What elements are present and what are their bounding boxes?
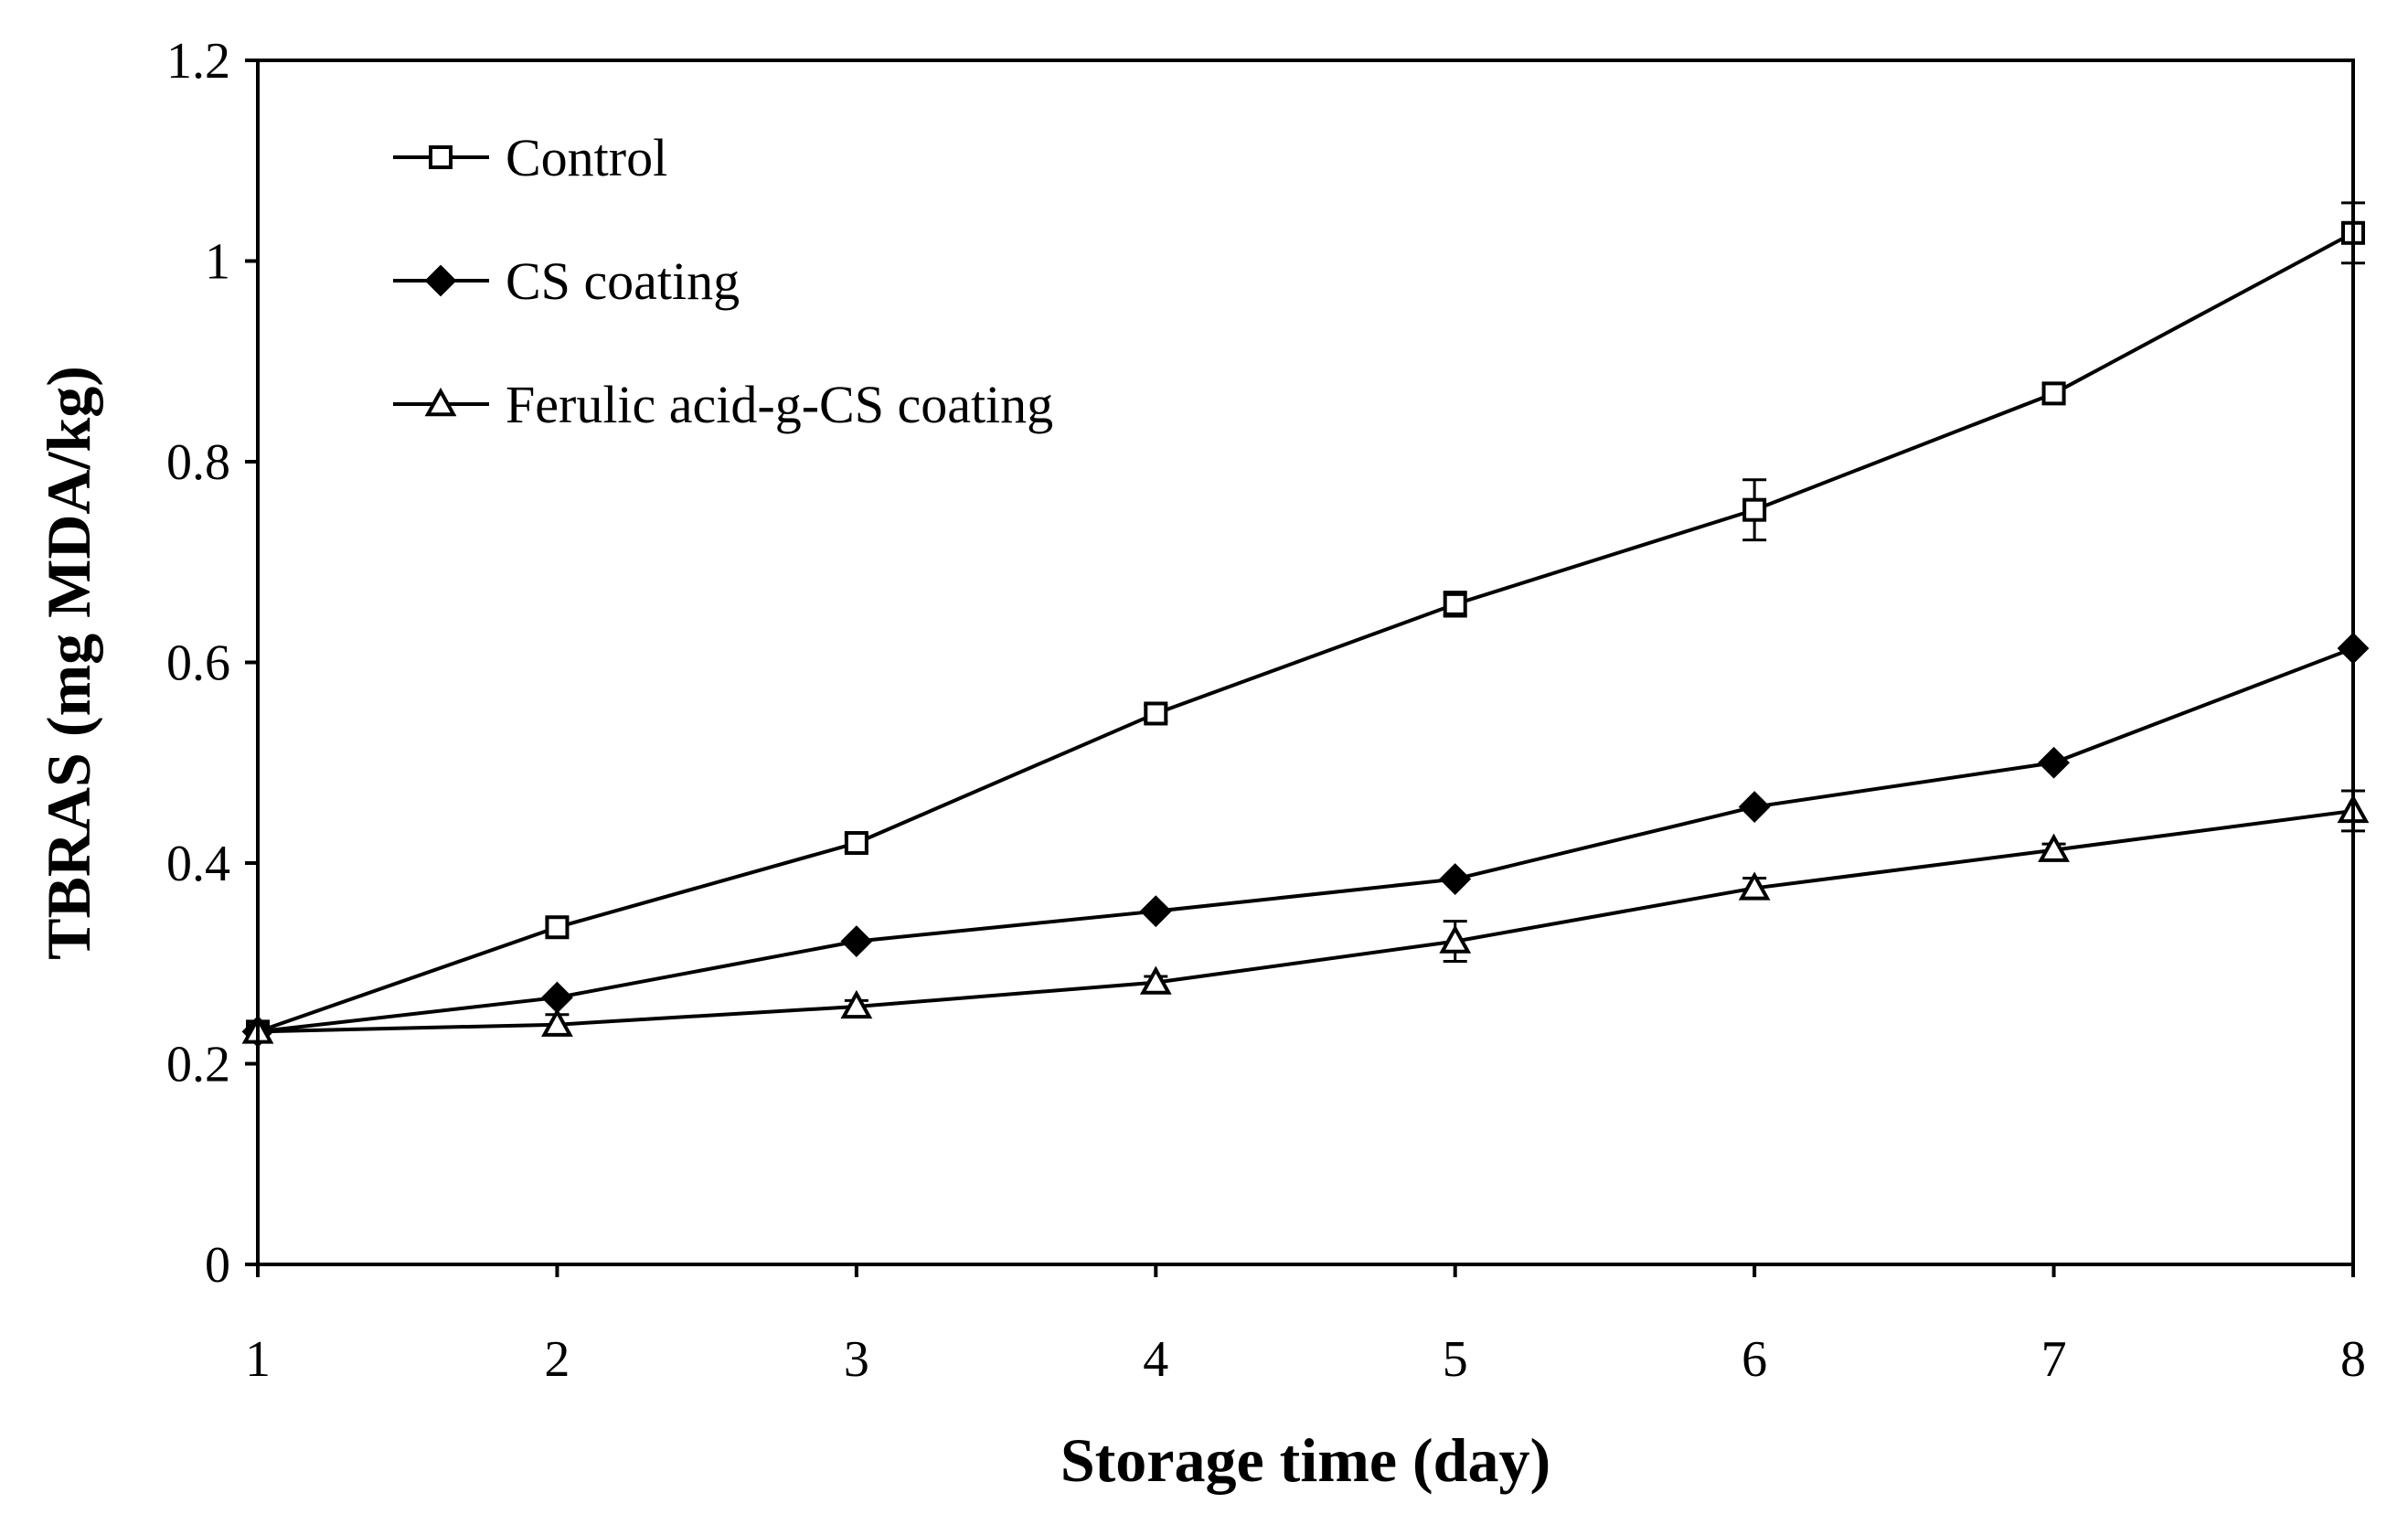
data-point xyxy=(1144,701,1168,726)
x-axis: 1 2 3 4 5 6 7 8 xyxy=(245,1264,2366,1388)
y-axis: 0 0.2 0.4 0.6 0.8 1 1.2 xyxy=(166,33,258,1294)
y-tick-label: 0.4 xyxy=(166,836,230,892)
x-tick-label: 3 xyxy=(844,1331,869,1388)
data-point xyxy=(840,989,873,1019)
series-control xyxy=(246,201,2365,1044)
y-tick-label: 0.8 xyxy=(166,434,230,491)
y-tick-label: 0.2 xyxy=(166,1037,230,1093)
legend-label: CS coating xyxy=(506,251,740,311)
chart-marks xyxy=(241,201,2370,1048)
data-point xyxy=(1443,592,1467,616)
legend-label: Ferulic acid-g-CS coating xyxy=(506,375,1053,434)
x-tick-label: 1 xyxy=(245,1331,271,1388)
x-tick-label: 5 xyxy=(1443,1331,1468,1388)
x-tick-label: 6 xyxy=(1742,1331,1767,1388)
legend-marker xyxy=(429,145,453,169)
data-point xyxy=(840,925,873,958)
data-point xyxy=(545,915,570,940)
x-axis-title: Storage time (day) xyxy=(1060,1425,1550,1495)
data-point xyxy=(541,981,573,1014)
series-line xyxy=(257,646,2354,1034)
data-point xyxy=(844,831,868,856)
data-point xyxy=(541,1008,573,1037)
legend-entry: Ferulic acid-g-CS coating xyxy=(393,375,1053,434)
legend-label: Control xyxy=(506,128,667,187)
series-cs-coating xyxy=(241,632,2370,1048)
legend-marker xyxy=(424,264,457,297)
data-point xyxy=(2038,833,2070,862)
series-line xyxy=(257,808,2354,1034)
data-point xyxy=(1139,965,1172,995)
y-tick-label: 0 xyxy=(205,1237,230,1294)
plot-frame xyxy=(256,59,2355,1266)
data-point xyxy=(1738,871,1771,901)
legend-marker xyxy=(424,387,457,417)
y-tick-label: 1.2 xyxy=(166,33,230,90)
data-point xyxy=(1738,791,1771,823)
legend-entry: CS coating xyxy=(393,251,740,311)
data-point xyxy=(1439,924,1472,954)
series-line xyxy=(257,231,2354,1034)
data-point xyxy=(1139,895,1172,928)
data-point xyxy=(1439,863,1472,895)
data-point xyxy=(2041,381,2066,406)
data-point xyxy=(1742,497,1767,522)
x-tick-label: 2 xyxy=(544,1331,570,1388)
legend: Control CS coating Ferulic acid-g-CS coati… xyxy=(393,128,1053,434)
data-point xyxy=(2038,746,2070,779)
x-tick-label: 8 xyxy=(2340,1331,2366,1388)
x-tick-label: 7 xyxy=(2041,1331,2067,1388)
y-tick-label: 1 xyxy=(205,234,230,291)
x-tick-label: 4 xyxy=(1143,1331,1168,1388)
y-axis-title: TBRAS (mg MDA/kg) xyxy=(34,366,103,960)
y-tick-label: 0.6 xyxy=(166,635,230,692)
legend-entry: Control xyxy=(393,128,667,187)
